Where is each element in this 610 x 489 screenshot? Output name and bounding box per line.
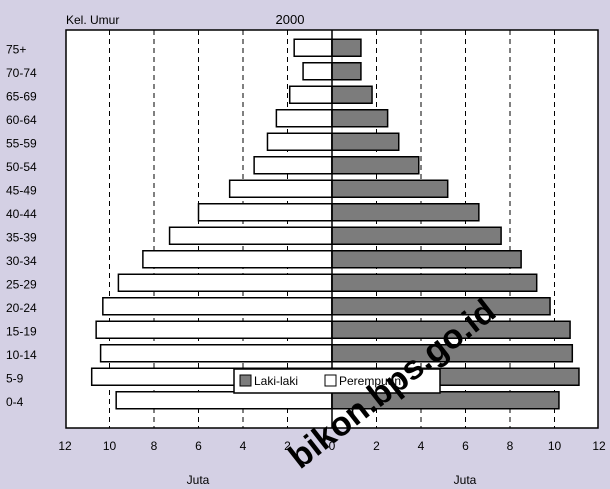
age-label-25-29: 25-29 [6,277,37,291]
x-tick-left-6: 6 [195,439,202,453]
bar-laki-laki-45-49 [228,179,333,198]
bar-laki-laki-70-74 [302,62,333,81]
legend-swatch-perempuan [324,374,337,387]
bar-laki-laki-50-54 [253,156,333,175]
x-tick-left-4: 4 [240,439,247,453]
bar-perempuan-30-34 [331,250,522,269]
age-label-45-49: 45-49 [6,183,37,197]
x-tick-right-2: 2 [373,439,380,453]
x-tick-left-2: 2 [284,439,291,453]
legend-box [233,368,441,394]
bar-laki-laki-35-39 [168,226,333,245]
x-tick-left-8: 8 [151,439,158,453]
bar-perempuan-25-29 [331,273,538,292]
bar-laki-laki-25-29 [117,273,333,292]
bar-perempuan-50-54 [331,156,420,175]
bar-laki-laki-30-34 [142,250,333,269]
bar-perempuan-65-69 [331,85,373,104]
x-tick-right-10: 10 [548,439,562,453]
age-label-5-9: 5-9 [6,371,24,385]
chart-title: 2000 [276,12,305,27]
bar-laki-laki-75+ [293,38,333,57]
bar-perempuan-45-49 [331,179,449,198]
x-axis-label-right: Juta [454,473,477,487]
x-tick-right-4: 4 [418,439,425,453]
age-axis-label: Kel. Umur [66,13,119,27]
age-label-70-74: 70-74 [6,66,37,80]
age-label-30-34: 30-34 [6,254,37,268]
age-label-10-14: 10-14 [6,348,37,362]
bar-perempuan-60-64 [331,109,389,128]
age-label-65-69: 65-69 [6,89,37,103]
x-axis-label-left: Juta [187,473,210,487]
x-tick-left-0: 0 [329,439,336,453]
x-tick-left-12: 12 [58,439,72,453]
bar-laki-laki-15-19 [95,320,333,339]
bar-perempuan-40-44 [331,203,480,222]
bar-laki-laki-60-64 [275,109,333,128]
x-tick-labels: 12 10 8 6 4 2 0 2 4 6 8 10 12 [58,439,606,453]
legend-swatch-laki-laki [239,374,252,387]
age-label-0-4: 0-4 [6,395,24,409]
x-tick-right-6: 6 [462,439,469,453]
x-tick-right-8: 8 [507,439,514,453]
age-label-35-39: 35-39 [6,230,37,244]
legend: Laki-laki Perempuan [233,368,441,394]
bar-laki-laki-40-44 [197,203,333,222]
age-label-15-19: 15-19 [6,324,37,338]
legend-label-perempuan: Perempuan [339,374,401,388]
bar-laki-laki-0-4 [115,391,333,410]
bar-perempuan-20-24 [331,297,551,316]
legend-label-laki-laki: Laki-laki [254,374,298,388]
age-label-55-59: 55-59 [6,136,37,150]
x-tick-left-10: 10 [103,439,117,453]
bar-perempuan-55-59 [331,132,400,151]
age-label-75+: 75+ [6,42,26,56]
bar-perempuan-70-74 [331,62,362,81]
bar-perempuan-75+ [331,38,362,57]
bar-laki-laki-10-14 [99,344,333,363]
bar-laki-laki-65-69 [288,85,333,104]
age-label-20-24: 20-24 [6,301,37,315]
bar-laki-laki-55-59 [266,132,333,151]
bar-perempuan-35-39 [331,226,502,245]
age-label-60-64: 60-64 [6,113,37,127]
age-label-40-44: 40-44 [6,207,37,221]
bar-laki-laki-20-24 [102,297,333,316]
x-tick-right-12: 12 [592,439,606,453]
age-label-50-54: 50-54 [6,160,37,174]
age-group-labels: 75+ 70-74 65-69 60-64 55-59 50-54 45-49 40-44 35… [6,42,37,409]
bars [90,38,580,410]
